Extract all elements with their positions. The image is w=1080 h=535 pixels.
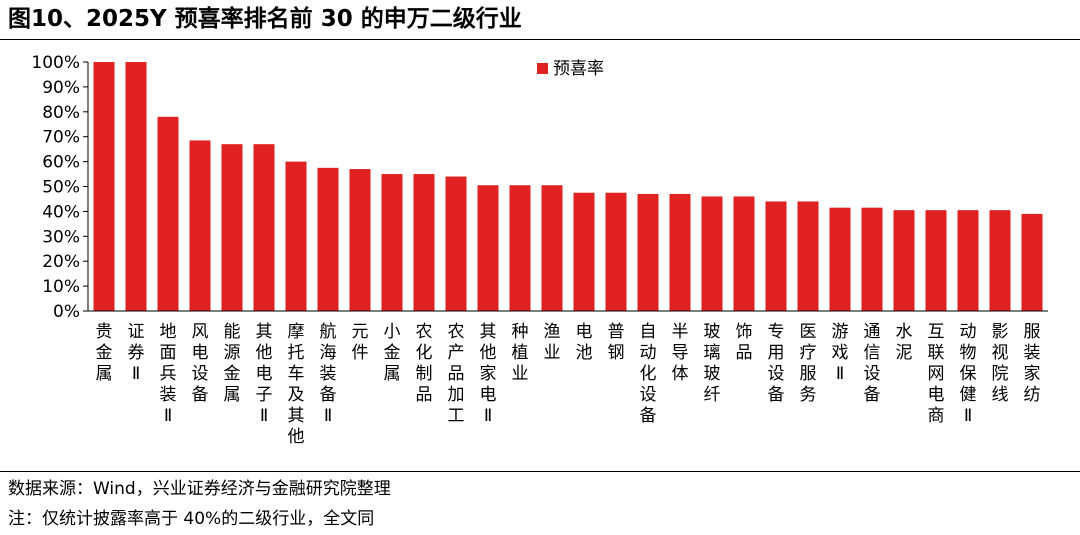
- bar: [285, 161, 307, 311]
- x-tick-label: 风电设备: [192, 322, 209, 405]
- bar: [861, 207, 883, 311]
- bar: [189, 140, 211, 311]
- y-axis: 0% 10% 20% 30% 40% 50% 60% 70% 80% 90% 100%: [31, 53, 89, 322]
- bar: [573, 192, 595, 311]
- footer-divider: [0, 471, 1080, 472]
- x-tick-label: 互联网电商: [928, 322, 945, 426]
- x-tick-label: 农产品加工: [448, 322, 465, 426]
- x-tick-label: 其他家电 Ⅱ: [480, 322, 497, 426]
- bar: [701, 196, 723, 311]
- bar: [477, 185, 499, 311]
- x-tick-label: 种植业: [512, 322, 529, 384]
- legend-label: 预喜率: [553, 59, 604, 79]
- bar: [829, 207, 851, 311]
- x-tick-label: 航海装备 Ⅱ: [320, 322, 337, 426]
- title-divider: [0, 39, 1080, 40]
- bar: [93, 62, 115, 311]
- y-tick-label: 80%: [42, 103, 80, 123]
- y-tick-label: 30%: [42, 227, 80, 247]
- legend: 预喜率: [537, 59, 604, 79]
- bars: [93, 62, 1043, 311]
- x-tick-label: 通信设备: [864, 322, 881, 405]
- bar: [989, 210, 1011, 311]
- x-tick-label: 电池: [576, 322, 593, 363]
- x-tick-label: 游戏 Ⅱ: [832, 322, 849, 384]
- bar: [221, 144, 243, 311]
- x-tick-label: 自动化设备: [640, 322, 657, 426]
- y-tick-label: 70%: [42, 128, 80, 148]
- legend-swatch: [537, 63, 548, 74]
- x-tick-label: 服装家纺: [1024, 322, 1041, 405]
- bar: [381, 174, 403, 311]
- bar: [349, 169, 371, 311]
- x-tick-label: 普钢: [608, 322, 625, 363]
- y-tick-label: 0%: [53, 302, 80, 322]
- bar: [157, 116, 179, 311]
- bar: [445, 176, 467, 311]
- bar: [605, 192, 627, 311]
- bar: [1021, 213, 1043, 311]
- bar: [541, 185, 563, 311]
- x-tick-label: 能源金属: [224, 322, 241, 405]
- y-tick-label: 60%: [42, 153, 80, 173]
- bar: [797, 201, 819, 311]
- x-tick-label: 摩托车及其他: [288, 322, 305, 447]
- x-tick-label: 证券 Ⅱ: [128, 322, 145, 384]
- x-tick-label: 医疗服务: [800, 322, 817, 405]
- x-tick-label: 专用设备: [768, 322, 785, 405]
- bar: [957, 210, 979, 311]
- x-tick-label: 农化制品: [416, 322, 433, 405]
- x-tick-label: 动物保健 Ⅱ: [960, 322, 977, 426]
- x-tick-label: 渔业: [544, 322, 561, 363]
- bar: [253, 144, 275, 311]
- x-tick-label: 水泥: [896, 322, 913, 363]
- bar: [317, 167, 339, 311]
- bar: [509, 185, 531, 311]
- bar: [413, 174, 435, 311]
- bar: [893, 210, 915, 311]
- bar: [925, 210, 947, 311]
- bar: [125, 62, 147, 311]
- bar: [733, 196, 755, 311]
- y-tick-label: 100%: [31, 53, 80, 73]
- x-tick-label: 玻璃玻纤: [704, 322, 721, 405]
- source-note: 数据来源：Wind，兴业证券经济与金融研究院整理: [8, 479, 391, 499]
- bar: [669, 193, 691, 311]
- y-tick-label: 50%: [42, 178, 80, 198]
- y-tick-label: 10%: [42, 277, 80, 297]
- y-tick-label: 90%: [42, 78, 80, 98]
- x-tick-label: 地面兵装 Ⅱ: [160, 322, 177, 426]
- x-tick-label: 影视院线: [992, 322, 1009, 405]
- y-tick-label: 40%: [42, 202, 80, 222]
- bar: [637, 193, 659, 311]
- bar: [765, 201, 787, 311]
- x-tick-label: 元件: [352, 322, 369, 363]
- x-tick-label: 其他电子 Ⅱ: [256, 322, 273, 426]
- x-tick-label: 贵金属: [96, 322, 113, 384]
- y-tick-label: 20%: [42, 252, 80, 272]
- x-tick-label: 半导体: [672, 322, 689, 384]
- chart-title: 图10、2025Y 预喜率排名前 30 的申万二级行业: [8, 6, 522, 32]
- x-tick-label: 饰品: [736, 322, 753, 363]
- x-tick-label: 小金属: [384, 322, 401, 384]
- footnote: 注：仅统计披露率高于 40%的二级行业，全文同: [8, 509, 375, 529]
